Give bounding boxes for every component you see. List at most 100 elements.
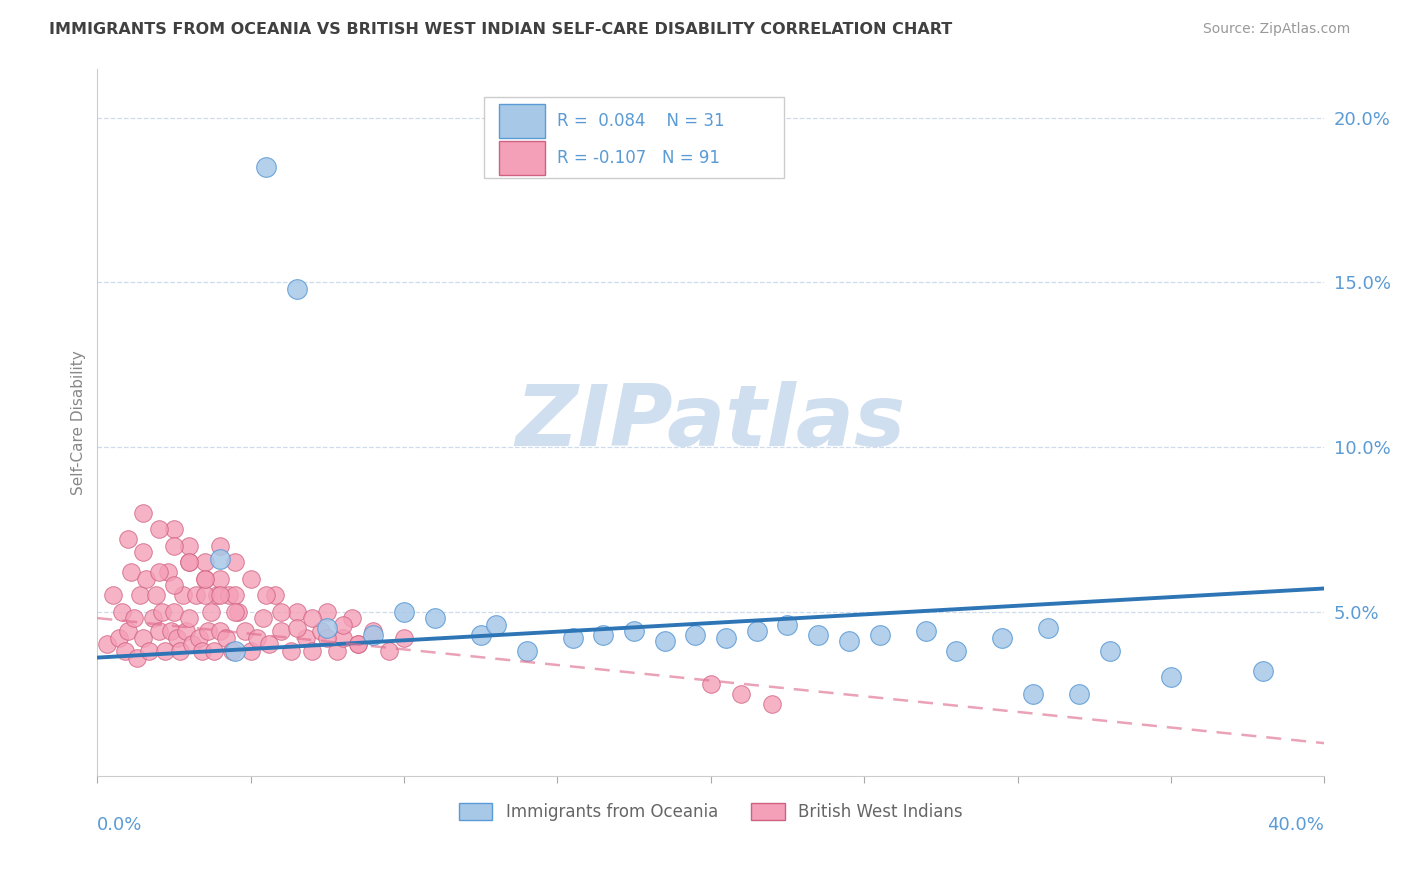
Point xyxy=(163,539,186,553)
Point xyxy=(392,605,415,619)
Point xyxy=(114,644,136,658)
Point xyxy=(184,588,207,602)
Point xyxy=(148,624,170,639)
Point xyxy=(1067,687,1090,701)
Text: Source: ZipAtlas.com: Source: ZipAtlas.com xyxy=(1202,22,1350,37)
FancyBboxPatch shape xyxy=(484,97,785,178)
Point xyxy=(179,555,201,569)
Point xyxy=(163,578,186,592)
Point xyxy=(745,624,768,639)
Point xyxy=(301,644,323,658)
Point xyxy=(309,624,332,639)
Point xyxy=(194,588,217,602)
Point xyxy=(516,644,538,658)
Point xyxy=(347,637,370,651)
Point xyxy=(172,588,194,602)
Point xyxy=(1022,687,1045,701)
Point xyxy=(194,555,217,569)
Point xyxy=(200,605,222,619)
Point xyxy=(181,637,204,651)
Point xyxy=(153,644,176,658)
Point xyxy=(163,605,186,619)
Point xyxy=(316,621,339,635)
Point xyxy=(654,634,676,648)
Point xyxy=(285,621,308,635)
Point xyxy=(301,611,323,625)
Point xyxy=(807,627,830,641)
Point xyxy=(485,617,508,632)
Point xyxy=(1251,664,1274,678)
Point xyxy=(363,627,385,641)
Point xyxy=(187,631,209,645)
Point xyxy=(257,637,280,651)
Point xyxy=(945,644,967,658)
Point xyxy=(685,627,707,641)
Point xyxy=(423,611,446,625)
Point xyxy=(209,624,232,639)
FancyBboxPatch shape xyxy=(499,141,546,175)
Point xyxy=(280,644,302,658)
Point xyxy=(340,611,363,625)
Point xyxy=(224,555,246,569)
Point xyxy=(111,605,134,619)
Text: IMMIGRANTS FROM OCEANIA VS BRITISH WEST INDIAN SELF-CARE DISABILITY CORRELATION : IMMIGRANTS FROM OCEANIA VS BRITISH WEST … xyxy=(49,22,952,37)
Legend: Immigrants from Oceania, British West Indians: Immigrants from Oceania, British West In… xyxy=(458,803,963,821)
Point xyxy=(1098,644,1121,658)
Point xyxy=(869,627,891,641)
Point xyxy=(838,634,860,648)
Point xyxy=(363,624,385,639)
Point xyxy=(332,617,354,632)
Point xyxy=(132,631,155,645)
Point xyxy=(132,545,155,559)
FancyBboxPatch shape xyxy=(499,104,546,138)
Point xyxy=(392,631,415,645)
Point xyxy=(209,552,232,566)
Text: R = -0.107   N = 91: R = -0.107 N = 91 xyxy=(557,149,720,167)
Point xyxy=(561,631,583,645)
Point xyxy=(316,605,339,619)
Point xyxy=(623,624,645,639)
Point xyxy=(285,605,308,619)
Point xyxy=(209,539,232,553)
Point xyxy=(142,611,165,625)
Point xyxy=(254,160,277,174)
Point xyxy=(194,572,217,586)
Point xyxy=(264,588,287,602)
Text: 0.0%: 0.0% xyxy=(97,815,143,833)
Point xyxy=(224,588,246,602)
Point xyxy=(120,565,142,579)
Point xyxy=(252,611,274,625)
Point xyxy=(179,539,201,553)
Point xyxy=(776,617,799,632)
Point xyxy=(270,605,292,619)
Point xyxy=(117,624,139,639)
Point xyxy=(1160,670,1182,684)
Point xyxy=(150,605,173,619)
Point xyxy=(730,687,752,701)
Point xyxy=(132,506,155,520)
Point xyxy=(239,572,262,586)
Point xyxy=(221,644,243,658)
Y-axis label: Self-Care Disability: Self-Care Disability xyxy=(72,350,86,495)
Point xyxy=(166,631,188,645)
Point xyxy=(205,588,228,602)
Point xyxy=(592,627,614,641)
Point xyxy=(332,631,354,645)
Point xyxy=(101,588,124,602)
Text: 40.0%: 40.0% xyxy=(1267,815,1324,833)
Point xyxy=(246,631,269,645)
Point xyxy=(148,565,170,579)
Point xyxy=(127,650,149,665)
Point xyxy=(169,644,191,658)
Point xyxy=(228,605,250,619)
Point xyxy=(700,677,723,691)
Point xyxy=(160,624,183,639)
Point xyxy=(209,572,232,586)
Point xyxy=(96,637,118,651)
Point xyxy=(148,522,170,536)
Point xyxy=(1038,621,1060,635)
Point xyxy=(224,605,246,619)
Point xyxy=(761,697,783,711)
Point xyxy=(190,644,212,658)
Point xyxy=(194,572,217,586)
